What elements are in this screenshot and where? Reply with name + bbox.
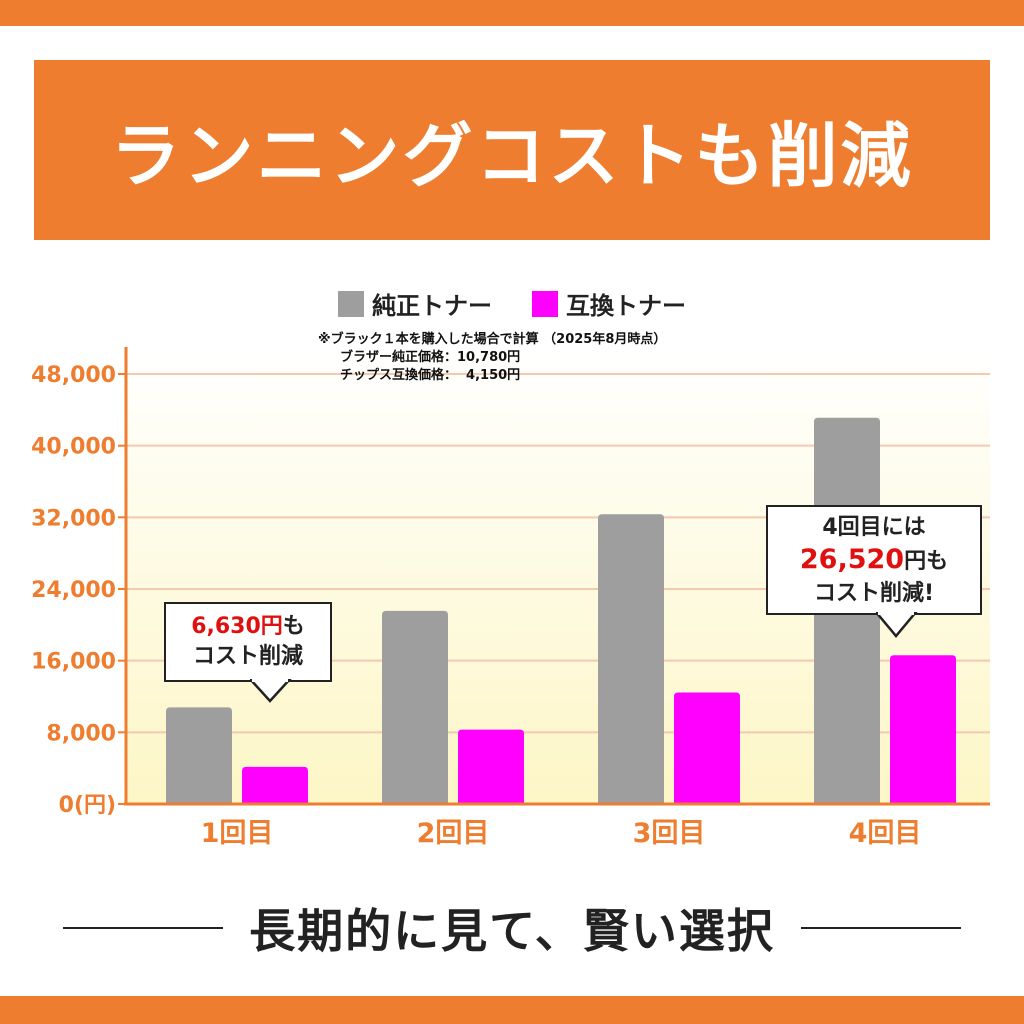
x-tick-label: 2回目 [417, 818, 490, 849]
callout2-line3: コスト削減! [813, 581, 935, 606]
callout2-unit: 円も [904, 549, 949, 574]
chart-legend: 純正トナー 互換トナー [0, 286, 1024, 321]
callout2-tail [876, 612, 918, 638]
footer-tagline: 長期的に見て、賢い選択 [0, 895, 1024, 961]
title-banner: ランニングコストも削減 [34, 60, 990, 240]
x-tick-label: 1回目 [201, 818, 274, 849]
y-tick-label: 8,000 [46, 721, 116, 746]
legend-label-compatible: 互換トナー [566, 292, 686, 320]
y-tick-label: 48,000 [31, 363, 116, 388]
top-accent-bar [0, 0, 1024, 26]
legend-swatch-genuine [338, 290, 364, 317]
note-line-3: チップス互換価格： 4,150円 [340, 368, 521, 383]
bar-genuine [382, 610, 448, 804]
x-tick-label: 3回目 [633, 818, 706, 849]
y-tick-label: 0(円) [59, 793, 116, 818]
callout1-amount: 6,630円 [191, 614, 283, 639]
callout1-tail [250, 679, 292, 703]
legend-item-compatible: 互換トナー [532, 286, 686, 321]
y-tick-label: 16,000 [31, 650, 116, 675]
callout1-line2: コスト削減 [192, 644, 303, 669]
note-line-1: ※ブラック１本を購入した場合で計算 （2025年8月時点） [318, 332, 667, 347]
legend-item-genuine: 純正トナー [338, 286, 492, 321]
callout2-line1: 4回目には [822, 515, 926, 540]
legend-label-genuine: 純正トナー [372, 292, 492, 320]
legend-swatch-compatible [532, 290, 558, 317]
calculation-notes: ※ブラック１本を購入した場合で計算 （2025年8月時点） ブラザー純正価格：1… [318, 331, 666, 385]
x-tick-label: 4回目 [849, 818, 922, 849]
bottom-accent-bar [0, 996, 1024, 1024]
bar-compatible [890, 655, 956, 804]
savings-callout-fourth: 4回目には 26,520円も コスト削減! [766, 505, 982, 615]
callout2-amount: 26,520 [799, 544, 905, 575]
y-tick-label: 40,000 [31, 435, 116, 460]
footer-text: 長期的に見て、賢い選択 [249, 904, 775, 958]
callout1-suffix: も [282, 614, 305, 639]
bar-compatible [458, 729, 524, 804]
bar-genuine [598, 514, 664, 804]
footer-right-rule [800, 927, 961, 929]
page-title: ランニングコストも削減 [110, 114, 914, 197]
footer-left-rule [63, 927, 224, 929]
y-tick-label: 24,000 [31, 578, 116, 603]
bar-genuine [166, 707, 232, 804]
savings-callout-first: 6,630円も コスト削減 [164, 602, 332, 682]
y-tick-label: 32,000 [31, 506, 116, 531]
bar-compatible [242, 766, 308, 804]
bar-compatible [674, 692, 740, 804]
note-line-2: ブラザー純正価格：10,780円 [340, 350, 521, 365]
